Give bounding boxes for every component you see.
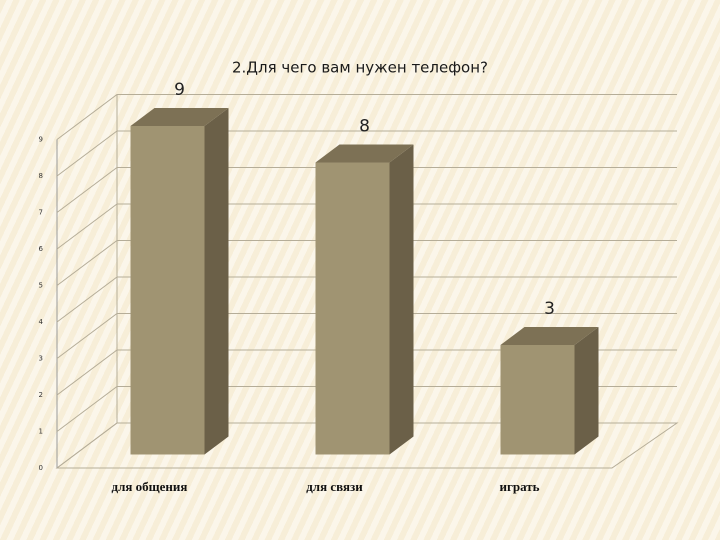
bar-side	[389, 144, 414, 455]
y-tick-label: 9	[39, 136, 43, 144]
y-tick-label: 8	[39, 172, 43, 180]
grid-line	[56, 349, 677, 396]
bar-side	[574, 327, 599, 455]
grid-line	[56, 386, 677, 432]
bar-top	[315, 144, 414, 163]
x-tick-label: играть	[499, 479, 539, 494]
y-tick-label: 1	[39, 428, 43, 436]
data-label: 8	[359, 117, 370, 137]
bar-side	[204, 108, 229, 455]
bar	[315, 162, 390, 455]
grid-line	[56, 422, 677, 469]
y-tick-label: 2	[39, 391, 43, 399]
grid-line	[56, 276, 677, 323]
chart-title: 2.Для чего вам нужен телефон?	[232, 59, 488, 77]
data-label: 3	[544, 299, 555, 319]
y-tick-label: 0	[39, 464, 43, 472]
grid-line	[56, 94, 677, 140]
y-tick-label: 5	[39, 282, 43, 290]
y-tick-label: 4	[39, 318, 44, 326]
grid-line	[56, 203, 677, 250]
bar-top	[130, 108, 229, 126]
grid-line	[56, 130, 677, 177]
y-tick-label: 7	[39, 209, 43, 217]
y-tick-label: 3	[39, 355, 43, 363]
grid-line	[56, 167, 677, 213]
bar-top	[500, 327, 599, 345]
x-tick-label: для общения	[112, 479, 188, 494]
bar	[130, 126, 205, 455]
grid-line	[56, 240, 677, 286]
x-tick-label: для связи	[306, 479, 363, 494]
data-label: 9	[174, 80, 185, 100]
bar	[500, 345, 575, 455]
grid-line	[56, 313, 677, 359]
y-tick-label: 6	[39, 245, 44, 253]
